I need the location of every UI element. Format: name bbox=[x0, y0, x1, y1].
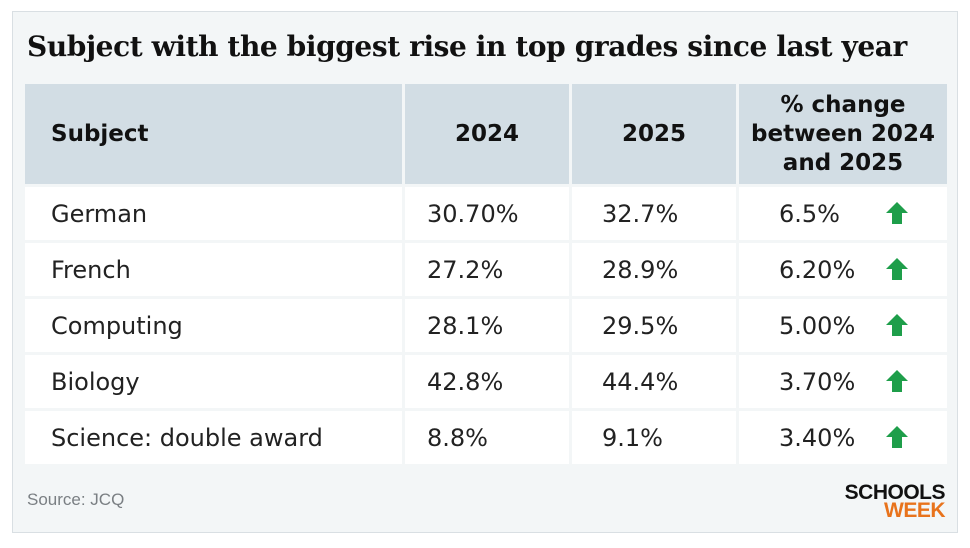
header-change: % change between 2024 and 2025 bbox=[739, 84, 947, 184]
table-row: Computing 28.1% 29.5% 5.00% bbox=[25, 299, 947, 352]
data-table: Subject 2024 2025 % change between 2024 … bbox=[25, 84, 947, 467]
change-value: 5.00% bbox=[779, 311, 856, 340]
table-row: Biology 42.8% 44.4% 3.70% bbox=[25, 355, 947, 408]
change-cell: 6.20% bbox=[739, 243, 947, 296]
change-cell: 3.70% bbox=[739, 355, 947, 408]
subject-cell: Science: double award bbox=[25, 411, 402, 464]
value-2024-cell: 8.8% bbox=[405, 411, 569, 464]
change-value: 6.5% bbox=[779, 199, 840, 228]
chart-card: Subject with the biggest rise in top gra… bbox=[12, 11, 958, 533]
table-row: German 30.70% 32.7% 6.5% bbox=[25, 187, 947, 240]
up-arrow-icon bbox=[886, 426, 908, 448]
logo-line-2: WEEK bbox=[884, 499, 946, 522]
logo-line-1: SCHOOLS bbox=[844, 481, 946, 504]
change-value: 6.20% bbox=[779, 255, 856, 284]
header-change-label: % change between 2024 and 2025 bbox=[751, 91, 935, 176]
header-2025: 2025 bbox=[572, 84, 736, 184]
value-2025-cell: 32.7% bbox=[572, 187, 736, 240]
change-cell: 6.5% bbox=[739, 187, 947, 240]
change-cell: 3.40% bbox=[739, 411, 947, 464]
up-arrow-icon bbox=[886, 370, 908, 392]
header-subject: Subject bbox=[25, 84, 402, 184]
subject-cell: Computing bbox=[25, 299, 402, 352]
value-2024-cell: 30.70% bbox=[405, 187, 569, 240]
subject-cell: German bbox=[25, 187, 402, 240]
change-cell: 5.00% bbox=[739, 299, 947, 352]
up-arrow-icon bbox=[886, 202, 908, 224]
value-2024-cell: 42.8% bbox=[405, 355, 569, 408]
up-arrow-icon bbox=[886, 258, 908, 280]
source-note: Source: JCQ bbox=[27, 490, 125, 509]
up-arrow-icon bbox=[886, 314, 908, 336]
table-row: French 27.2% 28.9% 6.20% bbox=[25, 243, 947, 296]
subject-cell: French bbox=[25, 243, 402, 296]
chart-title: Subject with the biggest rise in top gra… bbox=[27, 30, 907, 63]
schools-week-logo: SCHOOLS WEEK bbox=[844, 481, 946, 522]
change-value: 3.70% bbox=[779, 367, 856, 396]
subject-cell: Biology bbox=[25, 355, 402, 408]
value-2025-cell: 29.5% bbox=[572, 299, 736, 352]
value-2025-cell: 44.4% bbox=[572, 355, 736, 408]
header-2024: 2024 bbox=[405, 84, 569, 184]
value-2025-cell: 9.1% bbox=[572, 411, 736, 464]
value-2024-cell: 28.1% bbox=[405, 299, 569, 352]
value-2025-cell: 28.9% bbox=[572, 243, 736, 296]
table-row: Science: double award 8.8% 9.1% 3.40% bbox=[25, 411, 947, 464]
table-header-row: Subject 2024 2025 % change between 2024 … bbox=[25, 84, 947, 184]
value-2024-cell: 27.2% bbox=[405, 243, 569, 296]
change-value: 3.40% bbox=[779, 423, 856, 452]
